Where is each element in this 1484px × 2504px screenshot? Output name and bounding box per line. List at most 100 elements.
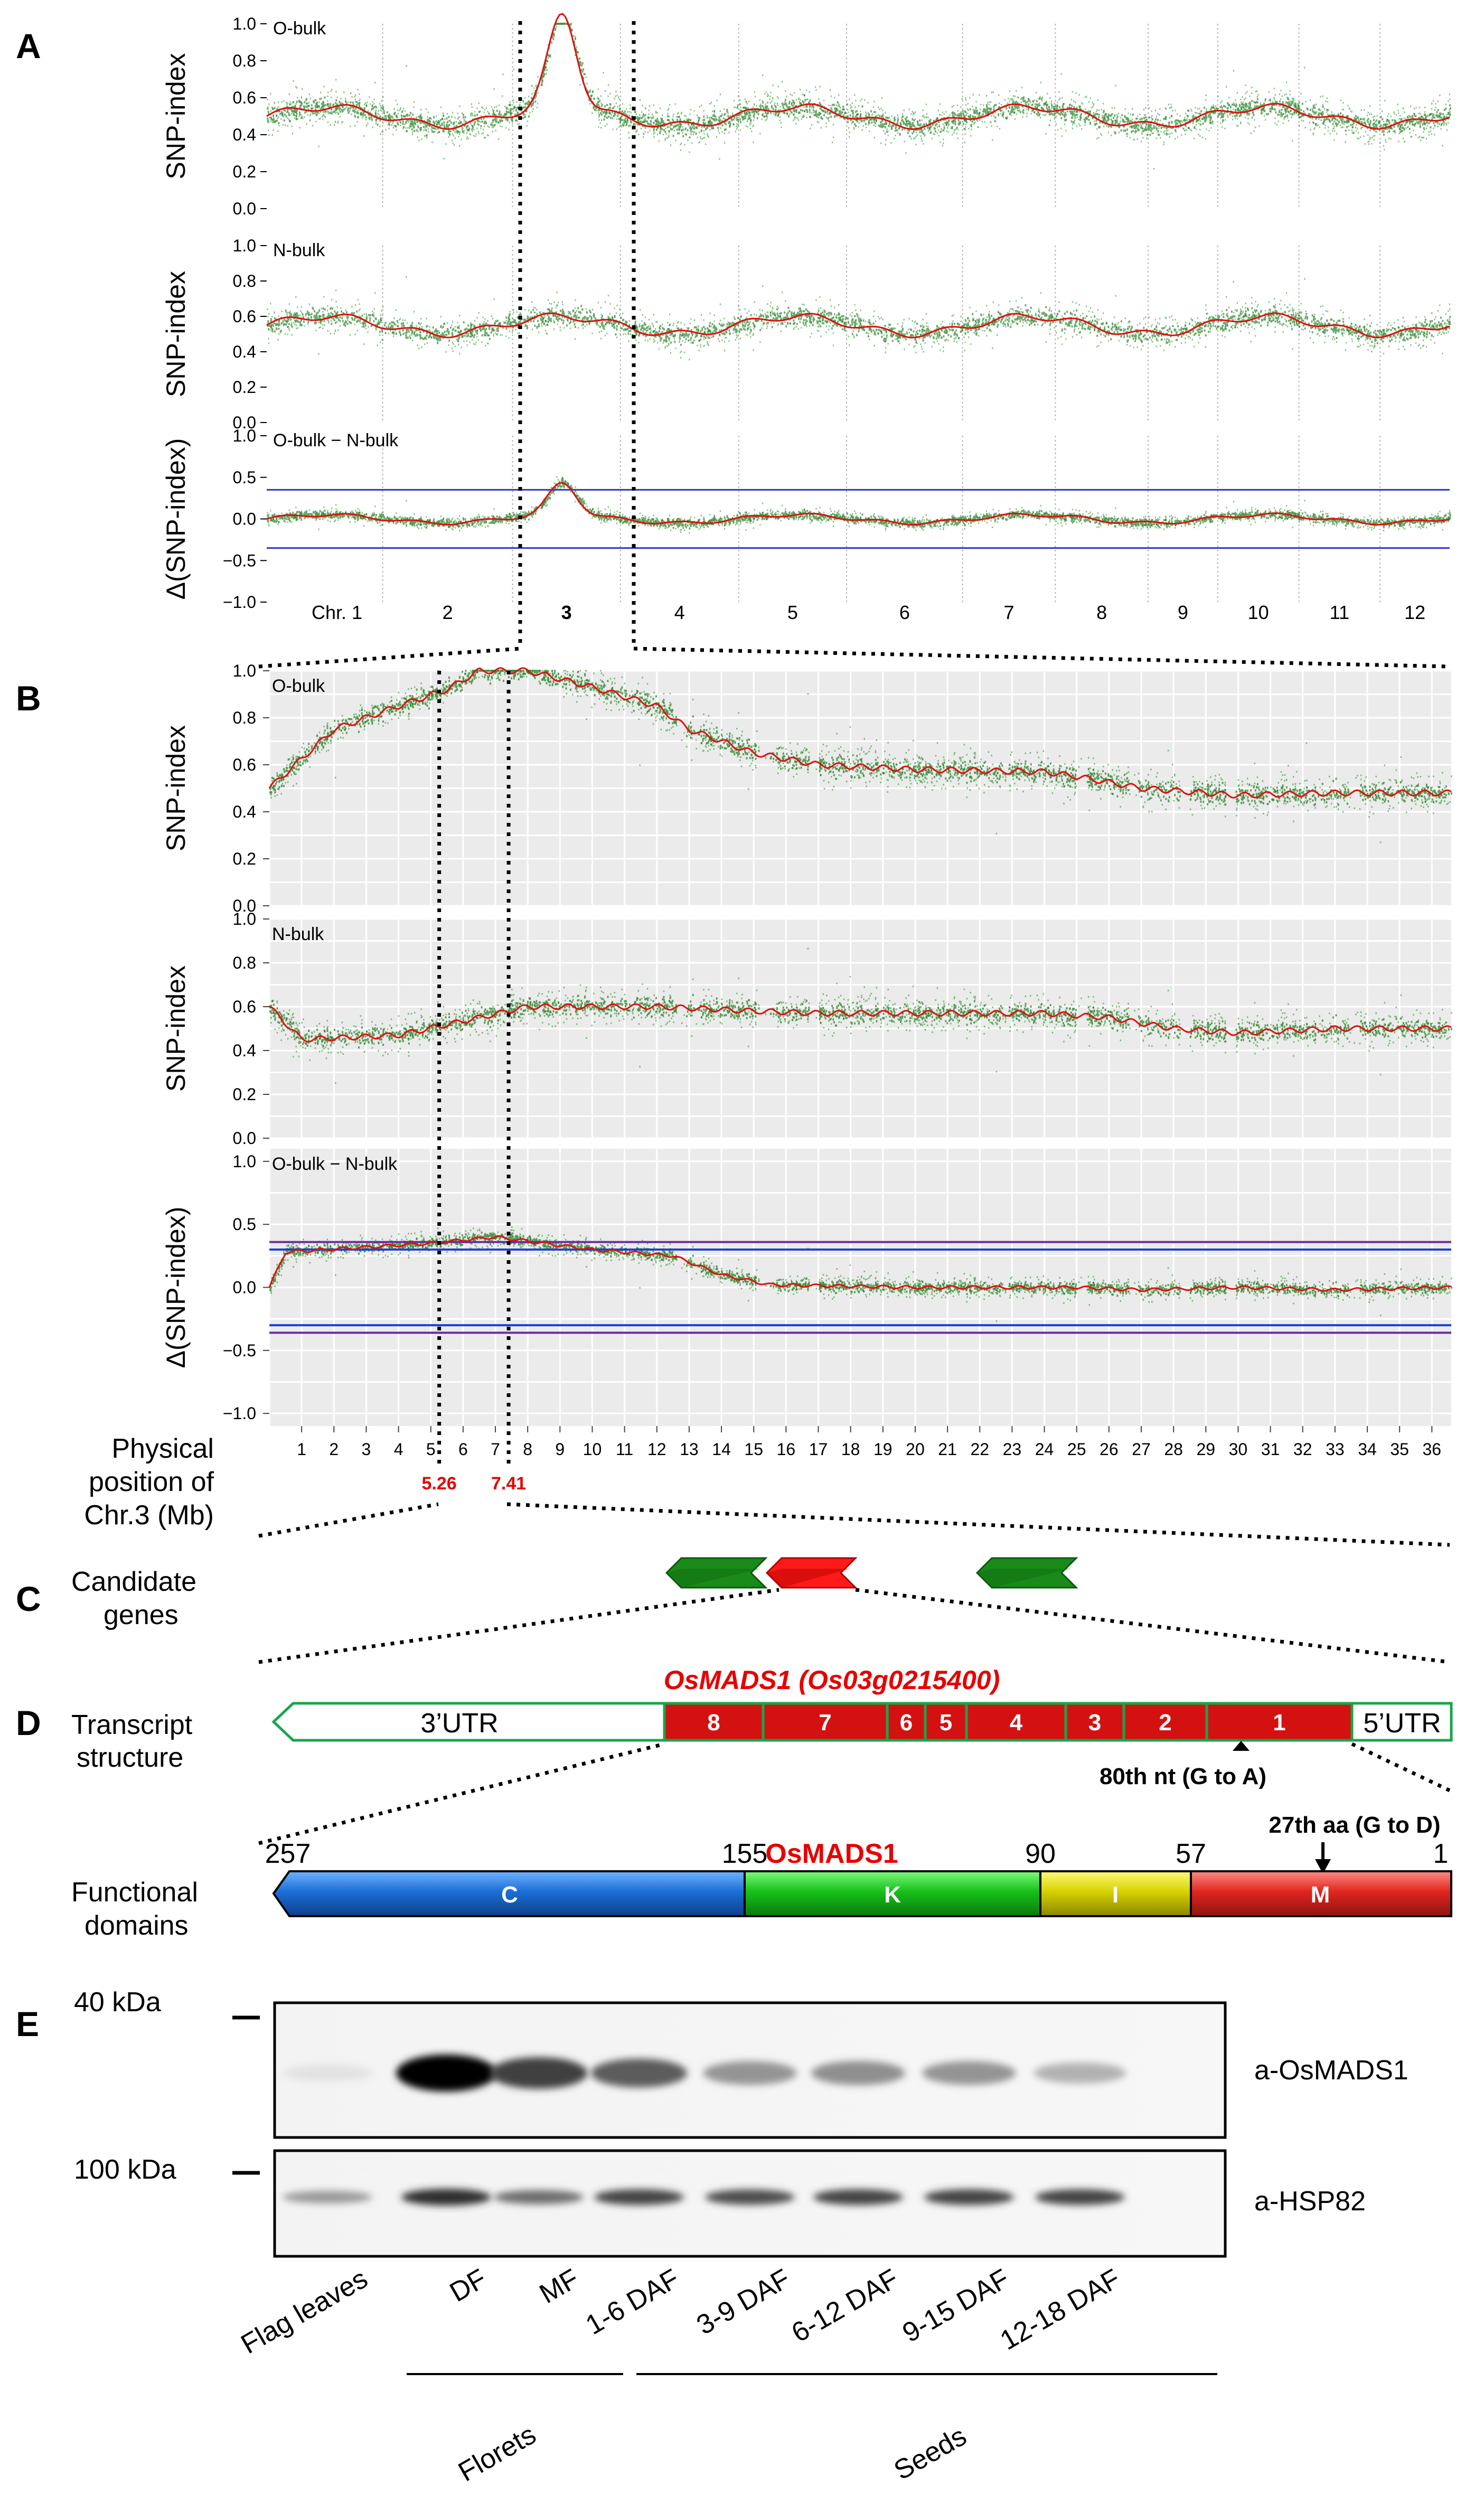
exon-label: 4 (1010, 1710, 1023, 1736)
zoom-guide-left-3 (258, 1588, 779, 1664)
sliding-window-mean (266, 13, 1450, 130)
x-tick-label: 34 (1358, 1440, 1377, 1459)
x-tick-label: 14 (712, 1440, 731, 1459)
y-tick-label: 0.8 (233, 51, 256, 70)
x-tick-label: 21 (938, 1440, 957, 1459)
y-tick-label: 1.0 (233, 426, 256, 445)
chromosome-label: Chr. 1 (312, 602, 362, 623)
exon-block (762, 1702, 889, 1742)
band-hsp82 (494, 2190, 584, 2205)
y-tick-label: 0.6 (233, 755, 256, 774)
lane-label: 3-9 DAF (691, 2263, 795, 2341)
panel-b-subplot: 1.0 0.8 0.6 0.4 0.2 0.0 O-bulk SNP-index (161, 661, 1453, 915)
y-tick-label: 0.0 (233, 199, 256, 218)
aa-pos-90: 90 (1025, 1839, 1056, 1869)
x-tick-label: 9 (555, 1440, 565, 1459)
y-tick-label: 0.2 (233, 1085, 256, 1104)
band-osmads1 (811, 2061, 905, 2085)
y-tick-label: 0.2 (233, 378, 256, 397)
exon-block (924, 1702, 968, 1742)
marker-100kda: 100 kDa (74, 2154, 176, 2185)
candidate-gene-2-shade (767, 1569, 850, 1588)
antibody-osmads1: a-OsMADS1 (1254, 2055, 1408, 2086)
gene-id-close-paren: ) (989, 1665, 1000, 1695)
x-tick-label: 26 (1100, 1440, 1119, 1459)
subplot-label: N-bulk (272, 924, 324, 944)
chromosome-label: 2 (443, 602, 453, 623)
xaxis-label-line2: position of (89, 1467, 214, 1497)
protein-domains: C K I M (272, 1870, 1452, 1917)
x-tick-label: 32 (1293, 1440, 1312, 1459)
chromosome-label: 11 (1330, 602, 1349, 623)
mutation-aa-label: 27th aa (G to D) (1269, 1812, 1440, 1838)
zoom-guide-right (633, 646, 1450, 669)
band-osmads1 (282, 2065, 373, 2081)
candidate-genes-label-2: genes (104, 1600, 179, 1630)
candidate-genes-label-1: Candidate (71, 1567, 196, 1597)
band-hsp82 (705, 2189, 795, 2205)
functional-label-2: domains (84, 1910, 189, 1941)
chromosome-label: 6 (899, 602, 910, 623)
band-osmads1 (703, 2061, 797, 2085)
snp-points-core (267, 477, 1451, 530)
utr-3prime-label: 3’UTR (420, 1708, 498, 1739)
interval-label: 7.41 (491, 1474, 526, 1494)
x-tick-label: 19 (874, 1440, 893, 1459)
lane-label: Flag leaves (236, 2263, 373, 2360)
domain-k (744, 1870, 1041, 1917)
gene-title-name: OsMADS1 (664, 1665, 792, 1695)
y-tick-label: −1.0 (223, 1404, 256, 1423)
y-tick-label: 0.0 (233, 510, 256, 529)
y-axis-label: SNP-index (161, 725, 191, 851)
panel-label-c: C (16, 1579, 41, 1618)
x-tick-label: 13 (680, 1440, 699, 1459)
gene-id: Os03g0215400 (807, 1665, 991, 1695)
y-tick-label: −1.0 (223, 593, 256, 612)
x-tick-label: 5 (426, 1440, 436, 1459)
aa-pos-1: 1 (1433, 1839, 1449, 1869)
y-axis-label: SNP-index (161, 53, 191, 180)
mutation-aa-arrow-head (1315, 1859, 1331, 1874)
y-tick-label: 0.0 (233, 1278, 256, 1297)
chromosome-label: 3 (561, 602, 572, 623)
band-hsp82 (283, 2191, 372, 2203)
x-tick-label: 28 (1164, 1440, 1183, 1459)
snp-points-core (269, 993, 1453, 1049)
domain-i (1039, 1870, 1192, 1917)
exon-label: 8 (707, 1710, 720, 1736)
y-tick-label: 0.4 (233, 342, 256, 361)
x-tick-label: 23 (1003, 1440, 1022, 1459)
sliding-window-mean (266, 482, 1450, 526)
chromosome-label: 8 (1096, 602, 1107, 623)
aa-pos-155: 155 (722, 1839, 768, 1869)
exon-label: 7 (819, 1710, 831, 1736)
osmads1-bands (282, 2055, 1126, 2092)
y-tick-label: 1.0 (233, 909, 256, 929)
aa-pos-257: 257 (265, 1839, 311, 1869)
exon-label: 3 (1088, 1710, 1101, 1736)
y-tick-label: 0.5 (233, 1215, 256, 1234)
chromosome-label: 10 (1248, 602, 1269, 623)
y-tick-label: 0.6 (233, 88, 256, 107)
interval-label: 5.26 (422, 1474, 457, 1494)
panel-a-subplot: 1.0 0.5 0.0 −0.5 −1.0 O-bulk − N-bulk Δ(SNP-in… (161, 426, 1451, 612)
chromosome-label: 5 (787, 602, 798, 623)
panel-b-subplot: 1.0 0.8 0.6 0.4 0.2 0.0 N-bulk SNP-index (161, 909, 1453, 1148)
y-axis-label: SNP-index (161, 965, 191, 1092)
y-axis-label: SNP-index (161, 271, 191, 397)
y-tick-label: −0.5 (223, 1341, 256, 1360)
band-hsp82 (594, 2189, 684, 2205)
snp-points (267, 23, 1451, 170)
candidate-gene-3-shade (977, 1569, 1071, 1588)
sliding-window-mean (269, 1003, 1452, 1043)
x-tick-label: 6 (458, 1440, 468, 1459)
sliding-window-mean (268, 667, 1452, 799)
mutation-nt-label: 80th nt (G to A) (1100, 1764, 1266, 1789)
transcript-label-2: structure (77, 1742, 183, 1773)
band-osmads1 (1034, 2062, 1126, 2084)
x-tick-label: 17 (809, 1440, 828, 1459)
x-tick-label: 15 (744, 1440, 763, 1459)
gene-title: OsMADS1 (Os03g0215400) (664, 1665, 1000, 1695)
x-tick-label: 3 (362, 1440, 371, 1459)
utr-3prime (271, 1702, 666, 1742)
